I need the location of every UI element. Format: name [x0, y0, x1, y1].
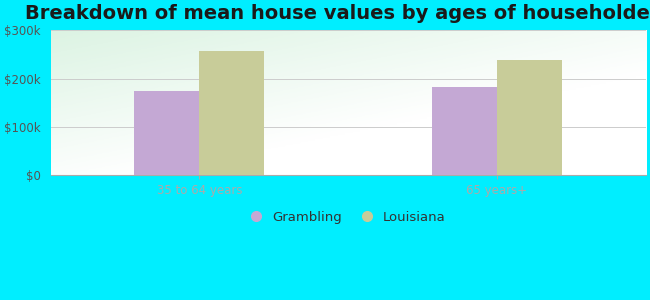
- Bar: [135, 91, 200, 176]
- Bar: [200, 51, 265, 176]
- Bar: [432, 87, 497, 176]
- Bar: [497, 60, 562, 176]
- Title: Breakdown of mean house values by ages of householders: Breakdown of mean house values by ages o…: [25, 4, 650, 23]
- Legend: Grambling, Louisiana: Grambling, Louisiana: [246, 206, 450, 230]
